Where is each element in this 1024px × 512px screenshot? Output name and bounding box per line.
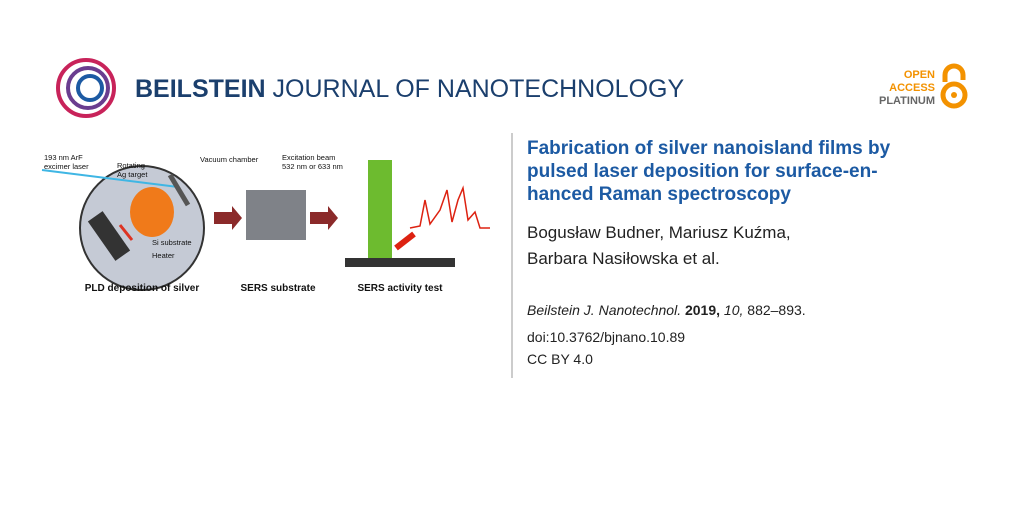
pages: 882–893.	[747, 302, 806, 318]
badge: OPEN ACCESS PLATINUM	[879, 69, 935, 107]
volume: 10,	[723, 302, 744, 318]
doi: doi:10.3762/bjnano.10.89	[527, 329, 686, 345]
figure-label: Rotating	[117, 161, 145, 170]
year: 2019,	[684, 302, 721, 318]
badge-text: PLATINUM	[879, 95, 935, 107]
citation: Beilstein J. Nanotechnol. 2019, 10, 882–…	[527, 302, 806, 318]
figure-caption: PLD deposition of silver	[85, 283, 200, 294]
figure-label: Excitation beam	[282, 153, 335, 162]
author-line: Barbara Nasiłowska et al.	[527, 249, 720, 268]
figure-label: Si substrate	[152, 238, 192, 247]
open-access-icon	[940, 63, 968, 109]
figure-label: 532 nm or 633 nm	[282, 162, 343, 171]
figure-caption: SERS activity test	[357, 283, 443, 294]
title-line: Fabrication of silver nanoisland films b…	[527, 138, 891, 159]
figure: 193 nm ArF excimer laser Rotating Ag tar…	[41, 153, 490, 294]
title-line: hanced Raman spectroscopy	[527, 184, 791, 205]
logo	[56, 58, 116, 118]
badge-text: ACCESS	[889, 82, 935, 94]
authors: Bogusław Budner, Mariusz Kuźma, Barbara …	[527, 220, 791, 272]
journal-abbrev: Beilstein J. Nanotechnol.	[527, 302, 682, 318]
figure-label: Ag target	[117, 170, 148, 179]
figure-label: Vacuum chamber	[200, 155, 259, 164]
journal-name: BEILSTEIN JOURNAL OF NANOTECHNOLOGY	[135, 75, 684, 103]
figure-label: 193 nm ArF	[44, 153, 83, 162]
title-line: pulsed laser deposition for surface-en-	[527, 161, 878, 182]
author-line: Bogusław Budner, Mariusz Kuźma,	[527, 223, 791, 242]
license: CC BY 4.0	[527, 351, 593, 367]
figure-label: excimer laser	[44, 162, 89, 171]
figure-caption: SERS substrate	[240, 283, 315, 294]
badge-text: OPEN	[904, 69, 935, 81]
figure-label: Heater	[152, 251, 175, 260]
article-title: Fabrication of silver nanoisland films b…	[527, 137, 890, 206]
